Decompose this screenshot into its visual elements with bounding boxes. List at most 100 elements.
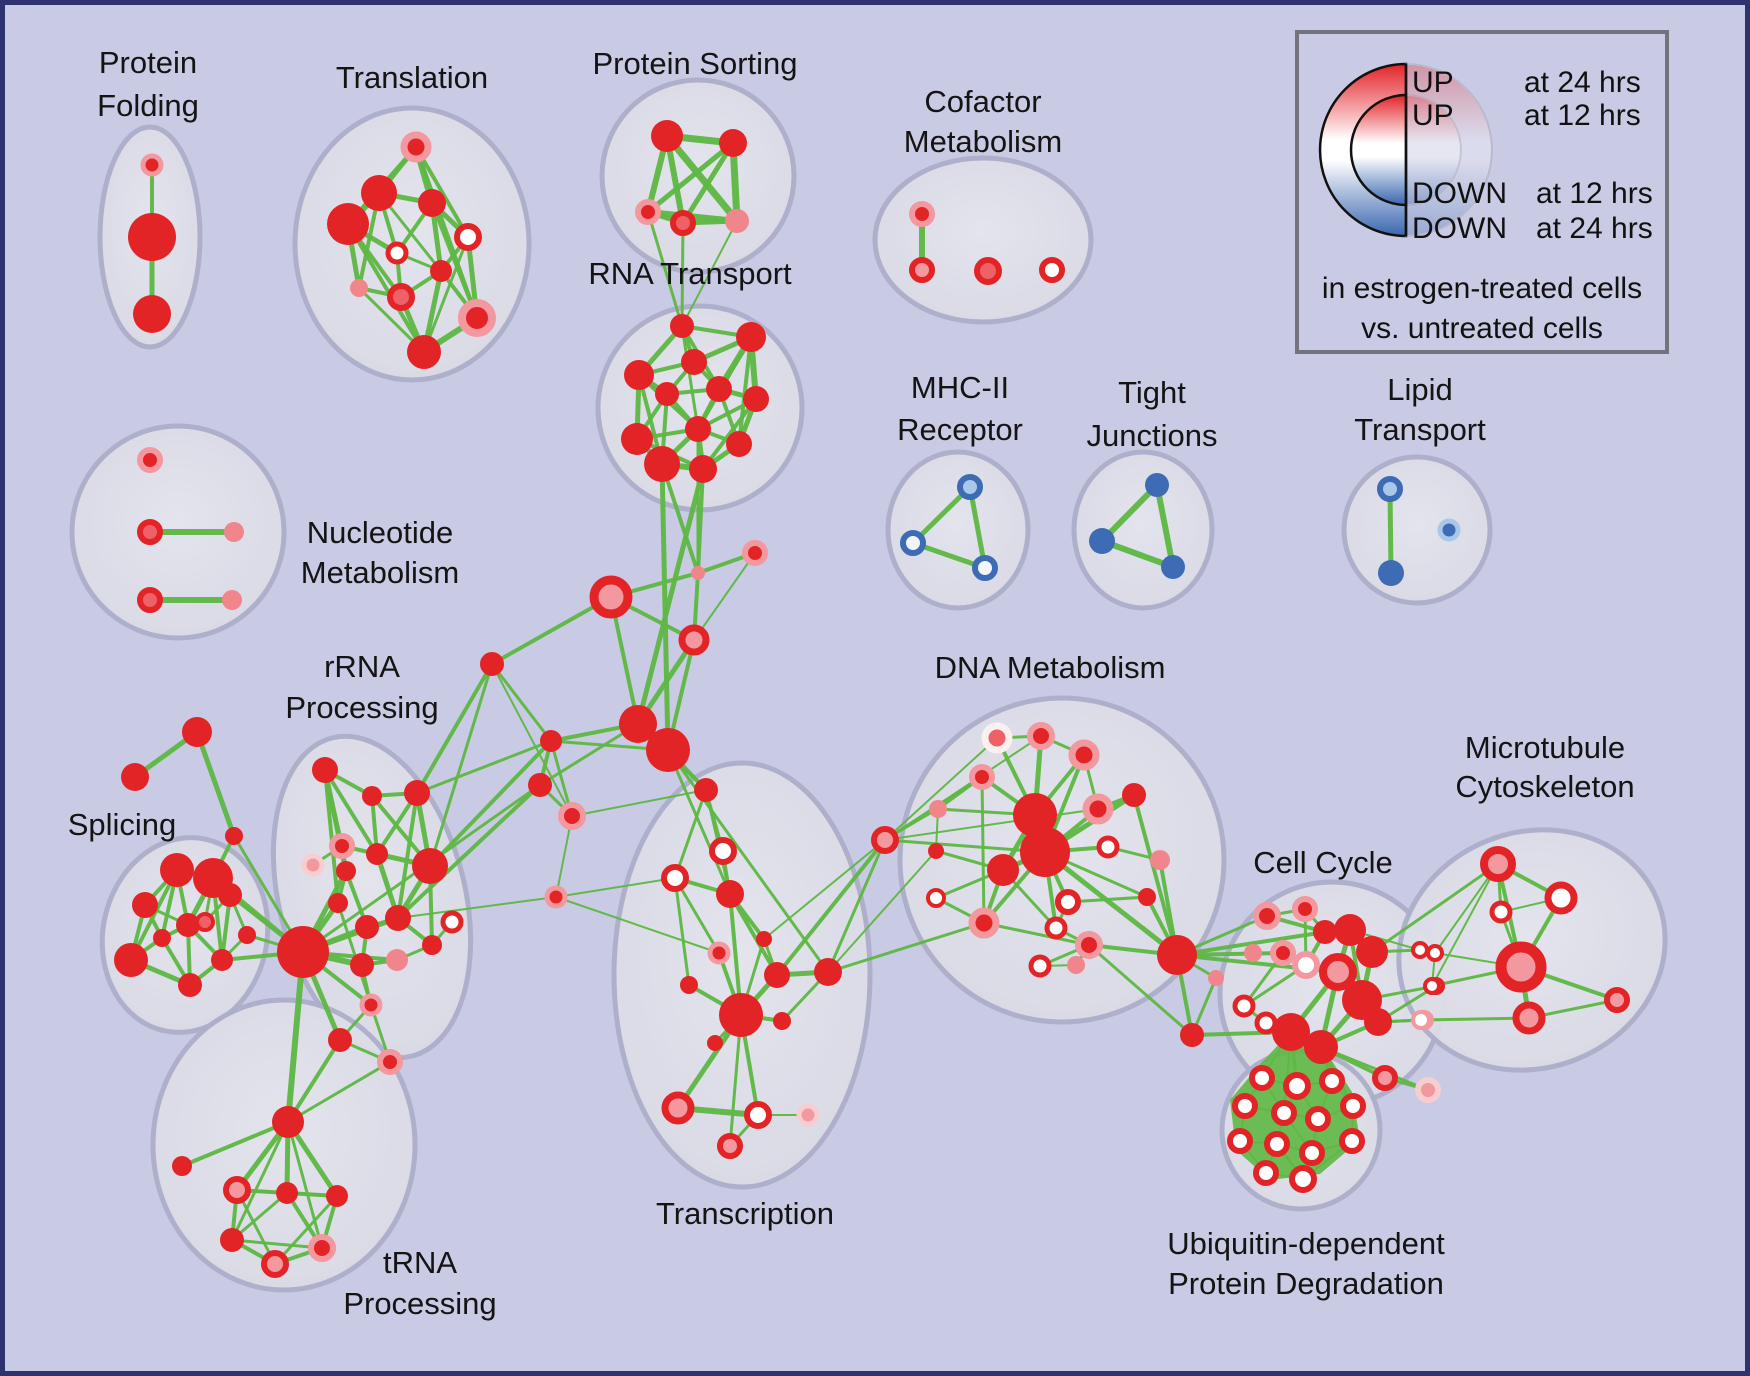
network-node-W [1340, 1093, 1366, 1119]
network-node-R [743, 386, 769, 412]
network-edge [660, 462, 700, 575]
network-node-R [756, 931, 772, 947]
network-node-R [312, 757, 338, 783]
network-edge [609, 595, 640, 726]
network-node-R [412, 848, 448, 884]
network-node-halo [458, 299, 496, 337]
network-node-R [328, 893, 348, 913]
network-node-R [646, 728, 690, 772]
network-edge [422, 235, 470, 354]
network-node-halo [1253, 902, 1281, 930]
network-node-P [1208, 970, 1224, 986]
cluster-ellipse-lipid-transport [1341, 454, 1493, 606]
network-node-R [385, 905, 411, 931]
network-edge [673, 876, 721, 955]
network-node-W [744, 1101, 772, 1129]
network-edge [415, 662, 494, 795]
network-node-P [222, 590, 242, 610]
network-node-halo [968, 907, 1000, 939]
network-node-halo [742, 540, 768, 566]
network-node-R [1272, 1013, 1310, 1051]
network-edge [430, 201, 479, 320]
network-node-R [407, 335, 441, 369]
network-node-R [176, 913, 200, 937]
network-node-W [1232, 994, 1256, 1018]
network-node-W [1039, 257, 1065, 283]
network-node-Rd [387, 283, 415, 311]
cluster-label-transcription: Transcription [656, 1196, 834, 1231]
network-node-B [1161, 555, 1185, 579]
network-node-R [1356, 936, 1388, 968]
network-edge [491, 663, 573, 817]
network-edge [884, 808, 1099, 841]
network-edge [273, 1194, 339, 1266]
cluster-label-ubiquitin-degradation: Ubiquitin-dependent [1167, 1226, 1445, 1261]
legend-dir-up-12: UP [1412, 99, 1454, 132]
network-node-R [132, 892, 158, 918]
network-edge [490, 662, 553, 743]
legend-inner-circle-left [1349, 93, 1408, 207]
cluster-label-protein-sorting: Protein Sorting [592, 46, 797, 81]
network-edge [336, 901, 373, 1007]
network-node-R [326, 1185, 348, 1207]
network-node-Rd [137, 587, 163, 613]
network-edge [428, 739, 553, 868]
network-node-W [1227, 1128, 1253, 1154]
network-node-R [225, 827, 243, 845]
network-edge [680, 140, 736, 226]
network-node-Pr [223, 1176, 251, 1204]
network-node-R [172, 1156, 192, 1176]
network-edge [1175, 930, 1327, 957]
network-node-R [540, 730, 562, 752]
network-edge [396, 783, 542, 920]
network-node-B [1378, 560, 1404, 586]
network-edge [1434, 863, 1499, 954]
network-node-W [661, 864, 689, 892]
network-node-Rd [974, 257, 1002, 285]
network-node-R [651, 120, 683, 152]
network-node-R [114, 943, 148, 977]
legend-box [1295, 30, 1669, 354]
network-node-W [440, 910, 464, 934]
network-node-Pr [261, 1250, 289, 1278]
network-node-BR [957, 474, 983, 500]
network-edge [646, 210, 684, 328]
cluster-label-ubiquitin-degradation: Protein Degradation [1168, 1266, 1444, 1301]
network-node-R [528, 773, 552, 797]
network-node-R [211, 949, 233, 971]
legend-caption-line2: vs. untreated cells [1361, 312, 1603, 345]
network-edge [1419, 1016, 1531, 1022]
network-node-R [1157, 935, 1197, 975]
network-node-R [814, 958, 842, 986]
network-edge [980, 775, 986, 925]
network-node-R [655, 382, 679, 406]
network-node-halo [329, 833, 355, 859]
network-node-halo [137, 447, 163, 473]
network-edge [696, 467, 705, 575]
network-edge [728, 892, 779, 977]
network-node-halo [909, 201, 935, 227]
network-edge [666, 748, 732, 896]
network-node-halo [400, 131, 432, 163]
legend-time-down-24: at 24 hrs [1536, 212, 1653, 245]
network-node-Wl [1411, 1010, 1431, 1030]
legend-time-up-24: at 24 hrs [1524, 66, 1641, 99]
network-node-R [680, 976, 698, 994]
network-edge [555, 877, 676, 898]
network-node-R [418, 189, 446, 217]
cluster-label-mhc-ii-receptor: MHC-II [911, 370, 1009, 405]
legend-time-down-12: at 12 hrs [1536, 177, 1653, 210]
network-node-R [153, 929, 171, 947]
network-edge [827, 850, 937, 973]
network-edge [826, 838, 887, 974]
cluster-label-lipid-transport: Lipid [1387, 372, 1453, 407]
network-edge [1042, 849, 1180, 958]
network-edge [230, 1191, 289, 1242]
network-edge [194, 729, 237, 839]
network-node-R [1180, 1023, 1204, 1047]
network-node-R [1138, 888, 1156, 906]
network-node-W [1044, 916, 1068, 940]
network-node-R [719, 129, 747, 157]
network-node-P [1150, 850, 1170, 870]
network-edge [1099, 482, 1160, 544]
